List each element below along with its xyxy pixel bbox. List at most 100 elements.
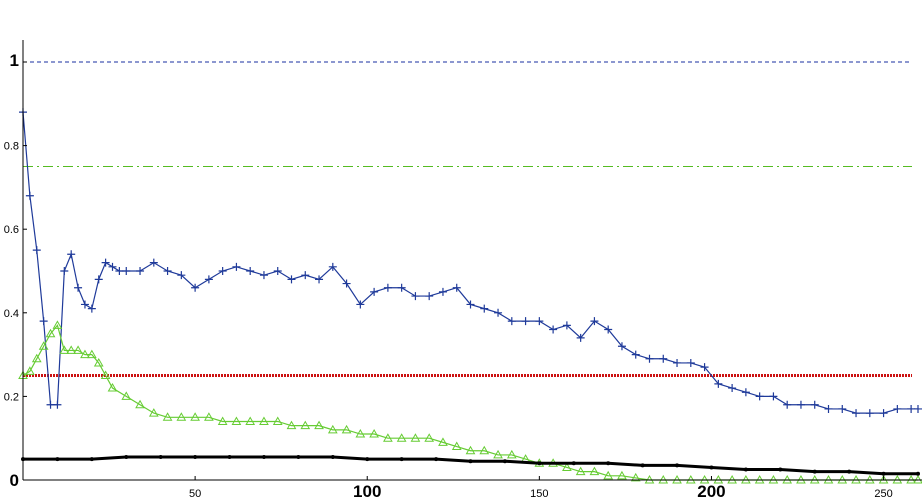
data-point — [438, 437, 448, 446]
data-point — [397, 283, 406, 292]
data-point — [177, 271, 186, 280]
data-point — [25, 191, 34, 200]
data-point — [327, 424, 338, 434]
data-point — [53, 400, 62, 409]
y-tick-label: 0 — [10, 471, 19, 490]
data-point — [838, 404, 847, 413]
data-point — [369, 429, 379, 438]
data-point — [314, 420, 324, 430]
data-point — [52, 320, 63, 329]
data-point — [743, 467, 748, 472]
data-point — [218, 267, 227, 275]
data-point — [399, 457, 404, 462]
data-point — [121, 391, 132, 400]
data-point — [300, 420, 311, 430]
data-point — [107, 383, 118, 392]
data-point — [606, 461, 611, 466]
data-point — [301, 271, 310, 280]
data-point — [466, 300, 475, 309]
data-point — [562, 462, 572, 471]
data-point — [465, 445, 476, 455]
data-point — [617, 470, 627, 480]
data-point — [535, 317, 544, 326]
data-point — [66, 345, 77, 354]
data-point — [191, 283, 200, 292]
data-point — [383, 433, 393, 442]
data-point — [60, 267, 69, 275]
data-point — [468, 459, 473, 464]
data-point — [425, 292, 434, 301]
data-point — [341, 424, 352, 434]
data-point — [451, 441, 462, 451]
data-point — [273, 267, 282, 275]
data-point — [659, 354, 668, 363]
series-1 — [18, 320, 922, 484]
data-point — [135, 399, 145, 409]
data-point — [675, 463, 680, 468]
data-point — [45, 328, 56, 338]
data-point — [769, 392, 778, 401]
data-point — [204, 412, 214, 421]
y-tick-label: 0.2 — [4, 391, 19, 403]
x-tick-label: 50 — [189, 488, 201, 500]
data-point — [80, 349, 90, 359]
series-line-0 — [22, 112, 918, 414]
data-point — [914, 404, 922, 413]
data-point — [227, 455, 232, 460]
data-point — [604, 325, 613, 334]
data-point — [87, 304, 96, 313]
data-point — [67, 250, 76, 259]
data-point — [162, 412, 173, 421]
data-point — [73, 345, 83, 354]
data-point — [259, 416, 269, 425]
data-point — [494, 308, 503, 317]
data-point — [589, 466, 600, 476]
data-point — [571, 461, 576, 466]
data-point — [673, 358, 682, 367]
data-point — [342, 279, 351, 288]
data-point — [438, 287, 447, 296]
data-point — [190, 412, 200, 421]
data-point — [603, 470, 614, 480]
data-point — [865, 409, 874, 418]
data-point — [383, 283, 392, 292]
tick-labels: 50 100 150 200 250 0 0.2 0.4 0.6 0.8 1 — [4, 51, 893, 500]
data-point — [108, 262, 117, 271]
y-tick-label: 0.6 — [4, 224, 19, 236]
data-point — [136, 267, 145, 275]
data-point — [100, 370, 111, 379]
data-point — [410, 433, 421, 442]
data-point — [365, 457, 370, 462]
data-point — [893, 404, 902, 413]
data-point — [783, 400, 792, 409]
data-point — [149, 258, 158, 267]
y-tick-label: 1 — [10, 51, 19, 70]
data-point — [31, 353, 42, 363]
data-point — [89, 457, 94, 462]
data-point — [94, 275, 103, 284]
series-group — [18, 108, 922, 484]
data-point — [74, 283, 83, 292]
data-point — [590, 317, 599, 326]
data-point — [217, 416, 228, 425]
data-point — [356, 300, 365, 309]
data-point — [272, 416, 283, 425]
axes — [22, 40, 922, 481]
data-point — [645, 354, 654, 363]
data-point — [286, 420, 297, 430]
data-point — [411, 292, 420, 301]
data-point — [101, 258, 110, 267]
data-point — [479, 445, 490, 455]
data-point — [370, 287, 379, 296]
data-point — [231, 416, 242, 425]
data-point — [38, 341, 49, 350]
data-point — [847, 469, 852, 474]
data-point — [810, 400, 819, 409]
data-point — [852, 409, 861, 418]
data-point — [778, 467, 783, 472]
data-point — [122, 267, 131, 275]
data-point — [630, 472, 641, 482]
series-2 — [21, 455, 920, 476]
data-point — [812, 469, 817, 474]
